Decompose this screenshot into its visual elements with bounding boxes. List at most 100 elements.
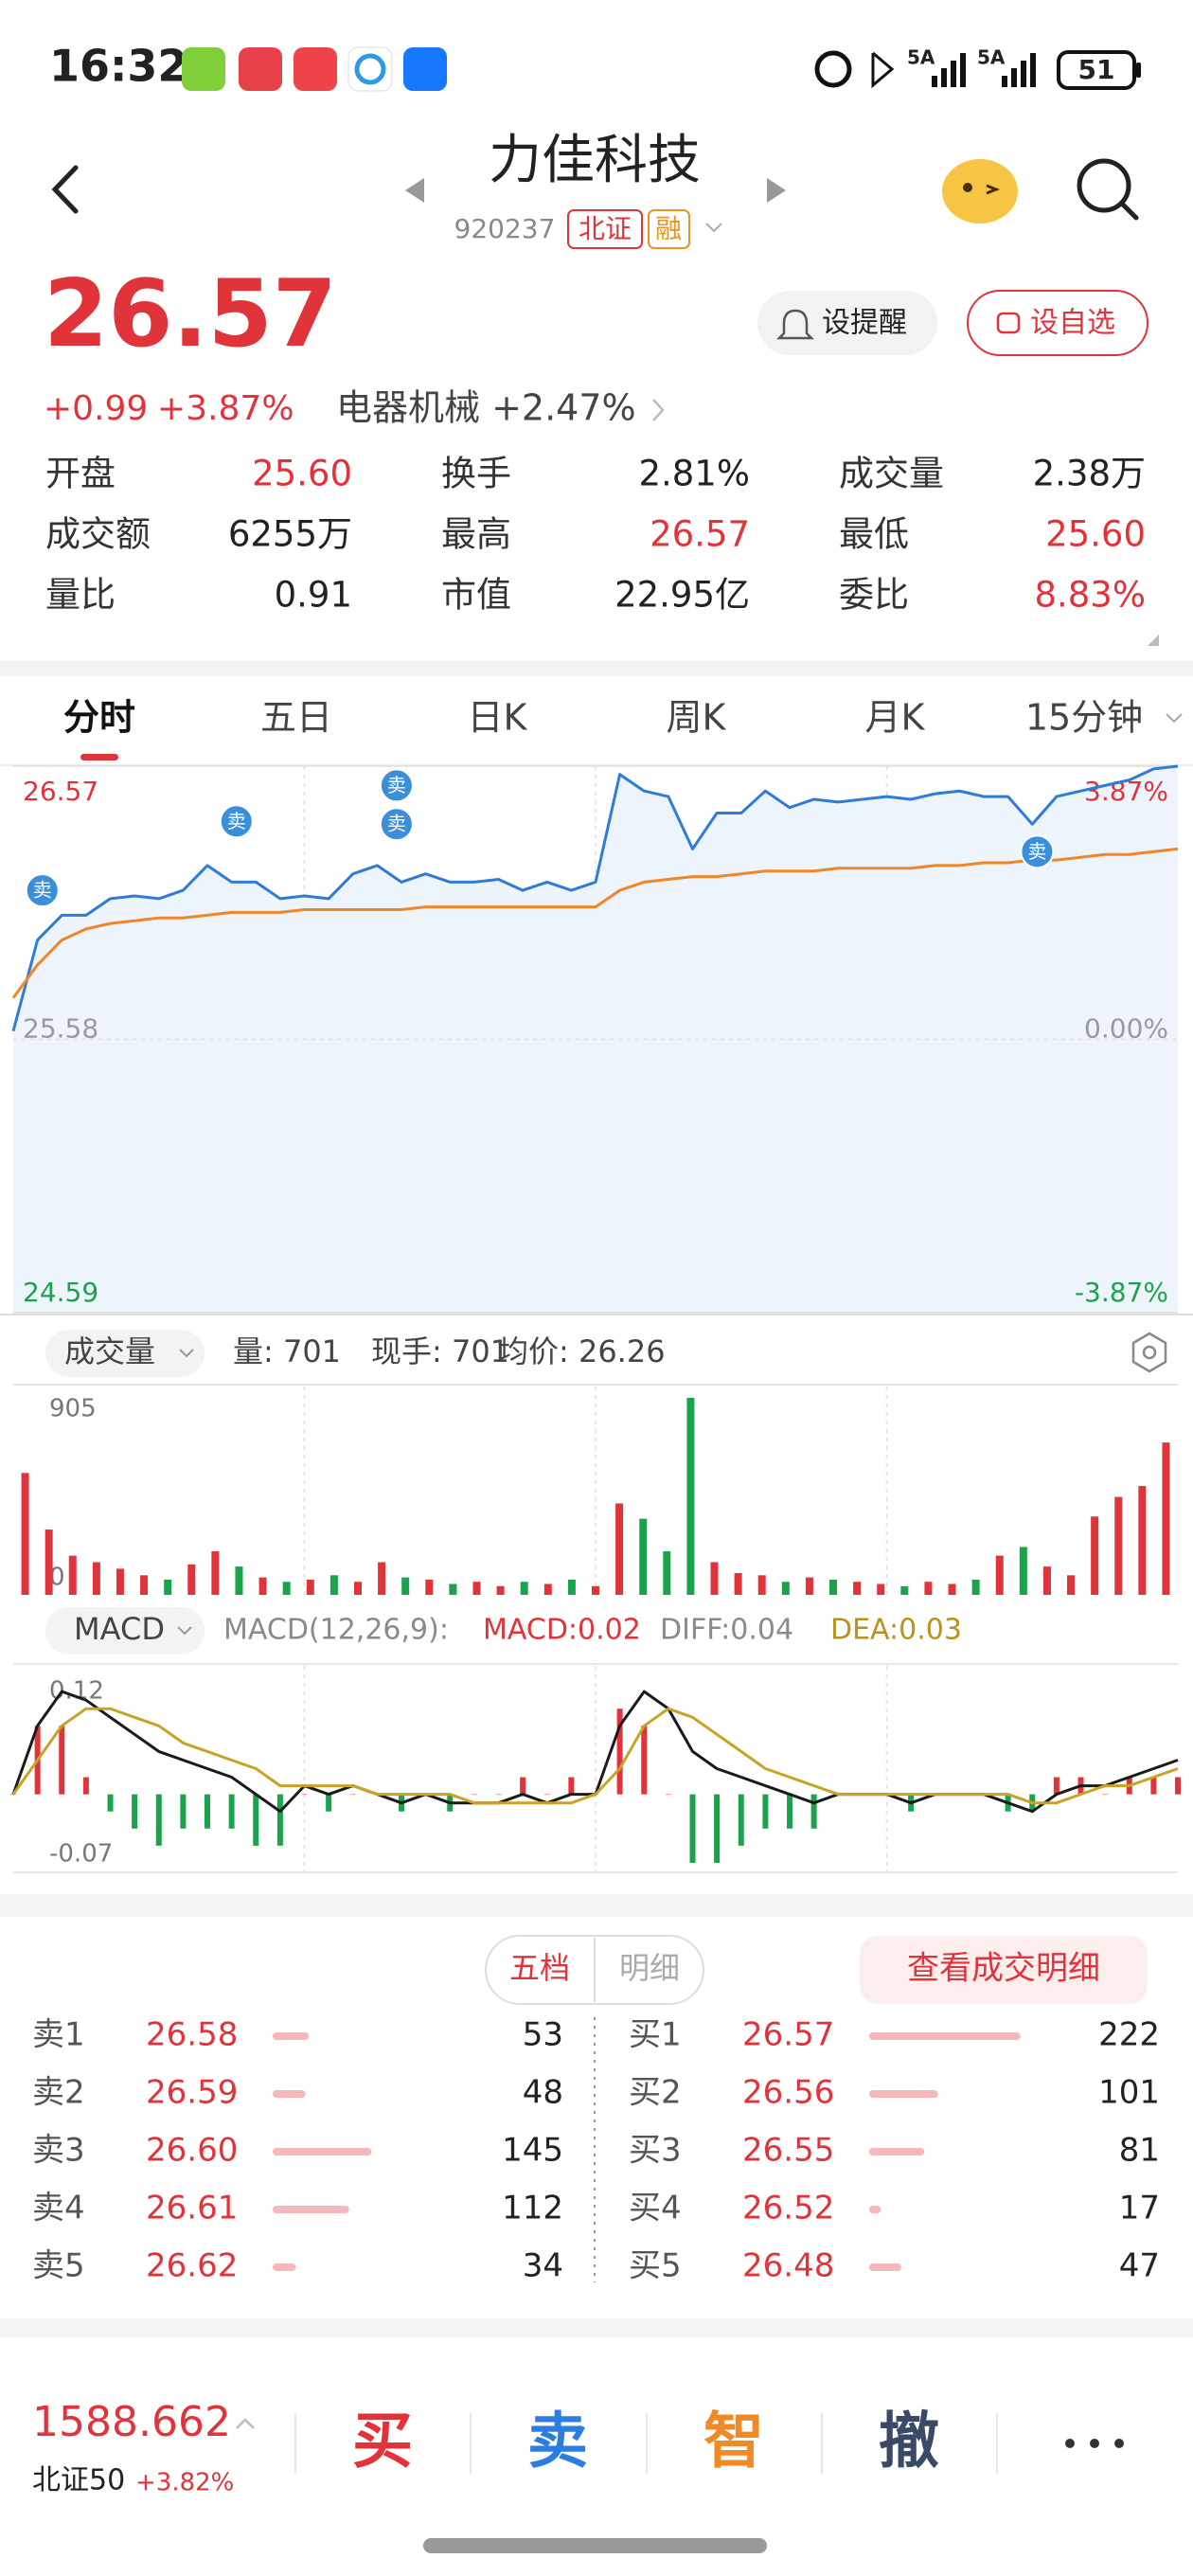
volume-bar <box>472 1582 481 1595</box>
trade-actions: 买卖智撤 <box>294 2407 998 2478</box>
volume-bar <box>853 1582 862 1595</box>
macd-bar <box>689 1794 696 1863</box>
volume-bar <box>710 1562 719 1595</box>
y-tick-label: 0 <box>49 1564 65 1592</box>
network-label: 5A <box>907 46 935 69</box>
level-qty: 34 <box>523 2247 563 2285</box>
volume-bar <box>378 1562 386 1595</box>
search-icon[interactable] <box>1077 158 1131 213</box>
battery-tip <box>1136 63 1141 78</box>
macd-bar <box>301 1794 308 1796</box>
depth-bar <box>869 2206 881 2213</box>
volume-chart: 0 905 <box>21 1386 1170 1595</box>
price-change-pct: +3.87% <box>157 389 294 428</box>
macd-bar <box>1150 1777 1157 1795</box>
dropdown-icon <box>177 1626 192 1636</box>
stat-label: 委比 <box>839 575 909 616</box>
price-change: +0.99 <box>44 389 148 428</box>
macd-bar <box>276 1794 283 1846</box>
sector-link[interactable] <box>652 399 665 421</box>
next-stock[interactable] <box>767 178 786 203</box>
tab: 周K <box>667 697 727 739</box>
trade-detail-button[interactable] <box>860 1936 1148 2004</box>
volume-bar <box>829 1579 838 1595</box>
stat-label: 换手 <box>441 454 511 494</box>
depth-bar <box>869 2032 1021 2040</box>
volume-selector[interactable] <box>45 1330 205 1377</box>
market-tag: 北证 <box>579 213 632 244</box>
stat-value: 22.95亿 <box>614 575 750 616</box>
macd-value: MACD:0.02 <box>483 1614 641 1647</box>
volume-bar <box>329 1575 338 1595</box>
macd-bar <box>665 1794 671 1796</box>
stat-value: 25.60 <box>1045 514 1146 555</box>
trade-action[interactable]: 智 <box>703 2407 764 2478</box>
volume-bar <box>686 1398 695 1595</box>
y2-tick-label: -3.87% <box>1075 1277 1168 1308</box>
book-tab-active[interactable]: 五档 <box>509 1950 570 1986</box>
volume-bar <box>449 1583 457 1595</box>
dropdown-icon <box>1166 713 1183 724</box>
level-label: 卖4 <box>32 2190 85 2227</box>
macd-bar <box>59 1726 65 1795</box>
back-button[interactable] <box>51 165 79 214</box>
level-price: 26.59 <box>146 2074 238 2112</box>
depth-bar <box>869 2090 938 2098</box>
stat-label: 最低 <box>839 514 909 555</box>
volume-bar <box>592 1585 599 1595</box>
volume-bar <box>1114 1496 1123 1595</box>
y-tick-label: 0.12 <box>49 1677 104 1706</box>
trade-marker-label: 卖 <box>387 774 406 796</box>
trade-marker <box>379 768 414 803</box>
macd-bar <box>253 1794 259 1846</box>
section-gap <box>0 1894 1193 1917</box>
expand-icon[interactable] <box>236 2418 255 2429</box>
dea-value: DEA:0.03 <box>830 1614 962 1647</box>
home-indicator <box>423 2538 767 2553</box>
expand-corner[interactable] <box>1148 635 1159 646</box>
macd-bar <box>471 1794 477 1796</box>
book-tab[interactable]: 明细 <box>619 1950 680 1986</box>
prev-stock[interactable] <box>405 178 424 203</box>
expand-icon[interactable] <box>705 223 722 233</box>
macd-bar <box>10 1794 16 1796</box>
volume-bar <box>971 1579 980 1595</box>
settings-icon[interactable] <box>1131 1332 1167 1373</box>
level-label: 卖1 <box>32 2016 85 2054</box>
level-label: 买5 <box>629 2247 682 2285</box>
y-tick-label: 26.57 <box>23 776 98 807</box>
period-tabs: 分时 五日 日K 周K 月K 15分钟 <box>63 697 1183 760</box>
y-tick-label: 25.58 <box>23 1013 98 1045</box>
dropdown-icon <box>179 1349 194 1358</box>
level-price: 26.58 <box>146 2016 238 2054</box>
volume-bar <box>258 1577 267 1595</box>
trade-marker-label: 卖 <box>1027 840 1046 863</box>
trade-action[interactable]: 卖 <box>527 2407 588 2478</box>
macd-bar <box>155 1794 162 1846</box>
app-icon-glyph <box>354 53 386 85</box>
trade-marker-label: 卖 <box>33 879 52 902</box>
volume-bar <box>639 1518 648 1595</box>
macd-bar <box>762 1794 769 1829</box>
trade-action[interactable]: 撤 <box>879 2407 939 2478</box>
macd-bar <box>616 1708 623 1795</box>
index-name: 北证50 <box>32 2464 125 2497</box>
macd-bar <box>568 1777 575 1795</box>
trade-action[interactable]: 买 <box>352 2407 413 2478</box>
volume-bar <box>543 1583 552 1595</box>
app-icon <box>403 47 447 91</box>
stat-label: 最高 <box>441 514 511 555</box>
dea-line <box>11 1707 1179 1805</box>
indicator-selector-label: MACD <box>74 1611 165 1647</box>
watchlist-button[interactable] <box>967 290 1148 356</box>
level-price: 26.60 <box>146 2132 238 2170</box>
more-button[interactable] <box>1065 2439 1124 2448</box>
stat-label: 成交额 <box>45 514 151 555</box>
volume-bar <box>995 1555 1004 1595</box>
volume-bar <box>92 1562 100 1595</box>
volume-bar <box>1091 1516 1099 1595</box>
alert-label: 设提醒 <box>822 307 907 340</box>
mascot[interactable] <box>942 159 1018 224</box>
indicator-selector[interactable] <box>45 1607 205 1655</box>
